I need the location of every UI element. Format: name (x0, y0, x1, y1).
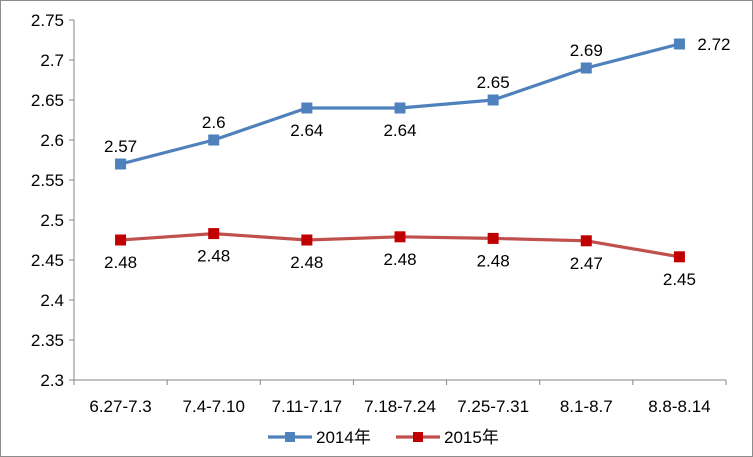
x-tick-label: 7.4-7.10 (183, 397, 245, 416)
y-axis-ticks: 2.3 2.35 2.4 2.45 2.5 2.55 2.6 2.65 2.7 2.75 (31, 11, 74, 390)
legend-marker-swatch (413, 432, 423, 442)
data-label-layer: 2.57 2.6 2.64 2.64 2.65 2.69 2.72 2.48 2.48 2.48 2… (104, 35, 730, 289)
data-label: 2.6 (202, 113, 226, 132)
data-label: 2.48 (104, 253, 137, 272)
data-label: 2.57 (104, 137, 137, 156)
data-point-marker (208, 134, 220, 146)
data-point-marker (394, 231, 406, 243)
data-point-marker (673, 251, 685, 263)
y-tick-label: 2.55 (31, 171, 64, 190)
legend: 2014年 2015年 (268, 428, 499, 447)
data-label: 2.45 (663, 270, 696, 289)
data-label: 2.48 (383, 250, 416, 269)
series-layer (115, 38, 685, 263)
y-tick-label: 2.5 (40, 211, 64, 230)
data-point-marker (673, 38, 685, 50)
y-tick-label: 2.6 (40, 131, 64, 150)
data-point-marker (580, 62, 592, 74)
x-axis-ticks: 6.27-7.3 7.4-7.10 7.11-7.17 7.18-7.24 7.25-7… (73, 380, 727, 416)
data-point-marker (394, 102, 406, 114)
data-label: 2.72 (697, 35, 730, 54)
data-point-marker (487, 94, 499, 106)
data-label: 2.65 (477, 73, 510, 92)
series-1 (115, 38, 685, 170)
y-tick-label: 2.75 (31, 11, 64, 30)
legend-marker-swatch (285, 432, 295, 442)
x-tick-label: 8.8-8.14 (648, 397, 710, 416)
y-tick-label: 2.35 (31, 331, 64, 350)
data-point-marker (580, 235, 592, 247)
legend-item: 2015年 (396, 428, 499, 447)
x-tick-label: 7.11-7.17 (272, 397, 343, 416)
data-label: 2.64 (290, 121, 323, 140)
data-label: 2.64 (383, 121, 416, 140)
x-tick-label: 7.18-7.24 (364, 397, 436, 416)
y-tick-label: 2.45 (31, 251, 64, 270)
data-point-marker (115, 234, 127, 246)
data-point-marker (301, 102, 313, 114)
data-point-marker (487, 232, 499, 244)
legend-item: 2014年 (268, 428, 371, 447)
data-label: 2.47 (570, 254, 603, 273)
x-tick-label: 6.27-7.3 (89, 397, 151, 416)
x-tick-label: 7.25-7.31 (457, 397, 529, 416)
data-label: 2.48 (197, 247, 230, 266)
x-tick-label: 8.1-8.7 (560, 397, 613, 416)
axes (73, 20, 726, 381)
data-label: 2.48 (290, 253, 323, 272)
data-point-marker (301, 234, 313, 246)
y-tick-label: 2.7 (40, 51, 64, 70)
data-label: 2.48 (477, 251, 510, 270)
y-tick-label: 2.3 (40, 371, 64, 390)
data-label: 2.69 (570, 41, 603, 60)
legend-label: 2015年 (444, 428, 499, 447)
y-tick-label: 2.4 (40, 291, 64, 310)
data-point-marker (208, 228, 220, 240)
data-point-marker (115, 158, 127, 170)
y-tick-label: 2.65 (31, 91, 64, 110)
series-2 (115, 228, 685, 263)
legend-label: 2014年 (316, 428, 371, 447)
